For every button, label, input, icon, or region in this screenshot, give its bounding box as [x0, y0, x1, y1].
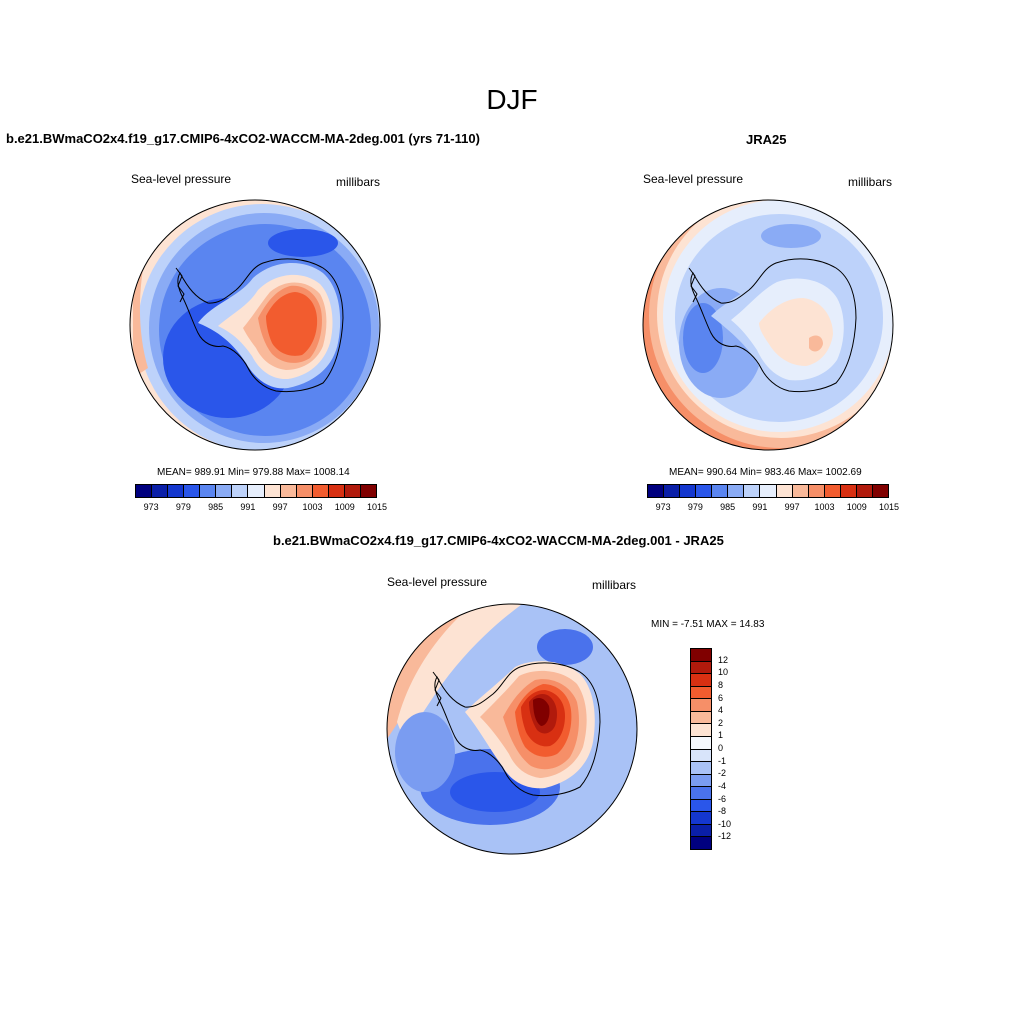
colorbar-swatch — [808, 485, 825, 497]
colorbar-tick-label: 991 — [752, 502, 768, 512]
colorbar-tick-label: 1009 — [846, 502, 867, 512]
colorbar-swatch — [248, 485, 265, 497]
colorbar-swatch — [691, 686, 711, 700]
colorbar-swatch — [728, 485, 745, 497]
colorbar-swatch — [691, 762, 711, 775]
colorbar-tick-label: -2 — [718, 768, 727, 779]
colorbar-tick-label: 1003 — [302, 502, 323, 512]
diff-colorbar — [690, 648, 712, 850]
colorbar-swatch — [232, 485, 249, 497]
colorbar-swatch — [152, 485, 169, 497]
colorbar-swatch — [691, 799, 711, 813]
colorbar-tick-label: -12 — [718, 831, 732, 842]
colorbar-swatch — [696, 485, 713, 497]
colorbar-tick-label: 985 — [720, 502, 736, 512]
colorbar-swatch — [691, 711, 711, 725]
right-panel-title: JRA25 — [746, 132, 787, 147]
colorbar-swatch — [312, 485, 329, 497]
left-colorbar — [135, 484, 377, 498]
colorbar-tick-label: 12 — [718, 654, 729, 665]
colorbar-swatch — [691, 661, 711, 675]
colorbar-tick-label: 2 — [718, 717, 724, 728]
colorbar-tick-label: -1 — [718, 755, 727, 766]
colorbar-swatch — [824, 485, 841, 497]
left-variable-label: Sea-level pressure — [131, 172, 232, 186]
colorbar-tick-label: 1015 — [366, 502, 388, 512]
main-title: DJF — [486, 84, 538, 115]
colorbar-tick-label: 997 — [784, 502, 800, 512]
colorbar-tick-label: 991 — [240, 502, 256, 512]
colorbar-tick-label: -4 — [718, 780, 727, 791]
left-panel-title: b.e21.BWmaCO2x4.f19_g17.CMIP6-4xCO2-WACC… — [6, 131, 480, 146]
colorbar-tick-label: -10 — [718, 818, 732, 829]
colorbar-tick-label: 979 — [175, 502, 191, 512]
colorbar-swatch — [691, 787, 711, 800]
left-polar-map — [129, 199, 381, 451]
diff-panel-title: b.e21.BWmaCO2x4.f19_g17.CMIP6-4xCO2-WACC… — [273, 533, 724, 548]
colorbar-swatch — [691, 736, 711, 750]
colorbar-tick-label: 1 — [718, 730, 724, 741]
colorbar-swatch — [712, 485, 729, 497]
colorbar-tick-label: 1015 — [878, 502, 900, 512]
colorbar-swatch — [760, 485, 777, 497]
colorbar-tick-label: 979 — [687, 502, 703, 512]
colorbar-tick-label: 1003 — [814, 502, 835, 512]
colorbar-swatch — [792, 485, 809, 497]
colorbar-swatch — [296, 485, 313, 497]
colorbar-tick-label: 0 — [718, 743, 724, 753]
right-polar-map — [642, 199, 894, 451]
colorbar-swatch — [264, 485, 281, 497]
colorbar-tick-label: 10 — [718, 667, 729, 678]
colorbar-swatch — [691, 724, 711, 737]
colorbar-tick-label: 1009 — [334, 502, 355, 512]
diff-units-label: millibars — [592, 578, 637, 592]
colorbar-swatch — [691, 824, 711, 838]
colorbar-swatch — [691, 749, 711, 763]
colorbar-swatch — [840, 485, 857, 497]
colorbar-swatch — [691, 649, 711, 662]
colorbar-tick-label: 973 — [655, 502, 671, 512]
colorbar-swatch — [328, 485, 345, 497]
colorbar-swatch — [691, 699, 711, 712]
colorbar-swatch — [216, 485, 233, 497]
colorbar-swatch — [856, 485, 873, 497]
colorbar-swatch — [648, 485, 665, 497]
colorbar-swatch — [691, 774, 711, 788]
right-units-label: millibars — [848, 175, 893, 189]
left-units-label: millibars — [336, 175, 381, 189]
diff-stats: MIN = -7.51 MAX = 14.83 — [651, 619, 765, 630]
colorbar-tick-label: -8 — [718, 806, 727, 817]
colorbar-tick-label: 4 — [718, 705, 724, 716]
left-stats: MEAN= 989.91 Min= 979.88 Max= 1008.14 — [157, 467, 350, 478]
right-stats: MEAN= 990.64 Min= 983.46 Max= 1002.69 — [669, 467, 862, 478]
colorbar-swatch — [691, 674, 711, 687]
colorbar-swatch — [136, 485, 153, 497]
diff-variable-label: Sea-level pressure — [387, 575, 488, 589]
colorbar-tick-label: -6 — [718, 793, 727, 804]
colorbar-tick-label: 985 — [208, 502, 224, 512]
right-colorbar — [647, 484, 889, 498]
diff-polar-map — [386, 603, 638, 855]
colorbar-swatch — [664, 485, 681, 497]
colorbar-swatch — [344, 485, 361, 497]
colorbar-swatch — [776, 485, 793, 497]
colorbar-swatch — [200, 485, 217, 497]
colorbar-swatch — [691, 837, 711, 849]
colorbar-swatch — [360, 485, 376, 497]
colorbar-swatch — [872, 485, 888, 497]
colorbar-swatch — [691, 812, 711, 825]
colorbar-tick-label: 8 — [718, 679, 724, 690]
colorbar-swatch — [744, 485, 761, 497]
colorbar-swatch — [680, 485, 697, 497]
colorbar-tick-label: 6 — [718, 692, 724, 703]
colorbar-swatch — [280, 485, 297, 497]
colorbar-swatch — [184, 485, 201, 497]
colorbar-swatch — [168, 485, 185, 497]
colorbar-tick-label: 997 — [272, 502, 288, 512]
colorbar-tick-label: 973 — [143, 502, 159, 512]
right-variable-label: Sea-level pressure — [643, 172, 744, 186]
